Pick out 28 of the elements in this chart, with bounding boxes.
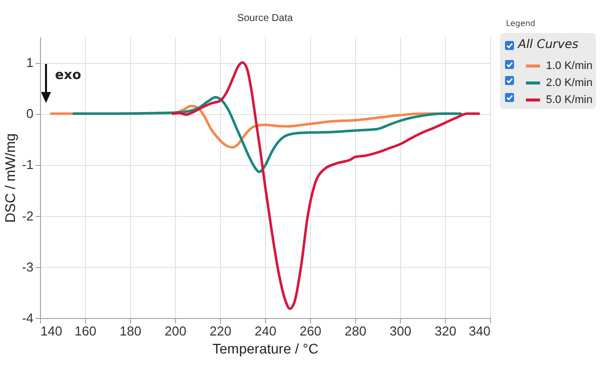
line-series: [72, 96, 462, 174]
y-tick-label: -4: [22, 310, 34, 326]
text: All Curves: [518, 37, 578, 51]
y-tick-label: -1: [22, 157, 34, 172]
y-tick-label: 1: [26, 55, 34, 70]
y-tick-label: 0: [26, 106, 34, 122]
x-axis-title: Temperature / °C: [212, 340, 318, 356]
x-tick-label: 140: [40, 324, 62, 338]
legend-label: 1.0 K/min: [546, 60, 592, 72]
y-axis-title: DSC / mW/mg: [2, 133, 18, 223]
x-tick-label: 340: [468, 324, 490, 338]
x-tick-label: 240: [254, 324, 276, 338]
x-tick-label: 220: [210, 324, 232, 338]
x-tick-label: 260: [300, 324, 322, 338]
x-tick-label: 320: [434, 324, 456, 338]
annotation: exo: [55, 68, 82, 83]
x-tick-label: 280: [344, 324, 366, 338]
legend-label: 5.0 K/min: [546, 94, 592, 106]
x-tick-label: 160: [74, 324, 96, 338]
x-tick-label: 300: [390, 324, 412, 338]
y-tick-label: -3: [22, 259, 34, 274]
chart-title: Source Data: [237, 13, 294, 24]
legend-label: 2.0 K/min: [546, 77, 592, 89]
y-tick-label: -2: [22, 208, 34, 224]
line-series: [172, 61, 480, 310]
x-tick-label: 200: [164, 324, 186, 338]
x-tick-label: 180: [120, 324, 142, 338]
legend-title: Legend: [506, 19, 536, 28]
